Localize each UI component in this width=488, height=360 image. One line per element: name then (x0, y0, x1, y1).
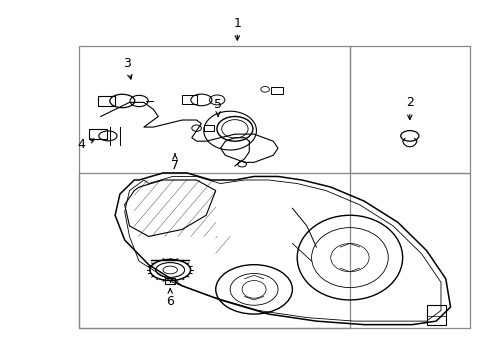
Text: 1: 1 (233, 17, 241, 40)
Bar (98, 96, 115, 106)
Bar (79, 173, 469, 328)
Text: 7: 7 (171, 154, 179, 172)
Bar (182, 95, 196, 104)
Text: 5: 5 (214, 98, 222, 116)
Bar (89, 129, 107, 139)
Bar (270, 86, 282, 94)
Text: 2: 2 (405, 96, 413, 120)
Bar (165, 278, 175, 284)
Bar (203, 125, 214, 131)
Text: 4: 4 (78, 138, 95, 151)
Text: 6: 6 (166, 289, 174, 308)
Text: 3: 3 (123, 57, 132, 79)
Bar (426, 305, 445, 325)
Bar (79, 46, 349, 328)
Bar (349, 46, 469, 173)
